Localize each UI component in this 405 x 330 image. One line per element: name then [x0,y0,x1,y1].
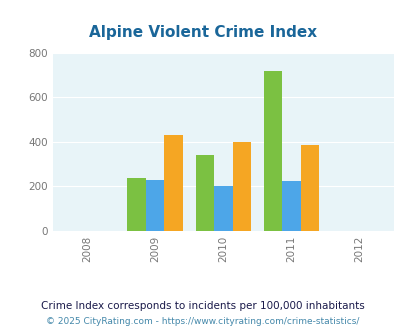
Bar [164,135,182,231]
Bar [232,142,250,231]
Text: © 2025 CityRating.com - https://www.cityrating.com/crime-statistics/: © 2025 CityRating.com - https://www.city… [46,317,359,326]
Text: Crime Index corresponds to incidents per 100,000 inhabitants: Crime Index corresponds to incidents per… [41,301,364,311]
Text: Alpine Violent Crime Index: Alpine Violent Crime Index [89,25,316,40]
Bar [263,71,281,231]
Bar [281,181,300,231]
Bar [195,155,213,231]
Bar [145,180,164,231]
Bar [213,186,232,231]
Bar [127,178,145,231]
Bar [300,145,318,231]
